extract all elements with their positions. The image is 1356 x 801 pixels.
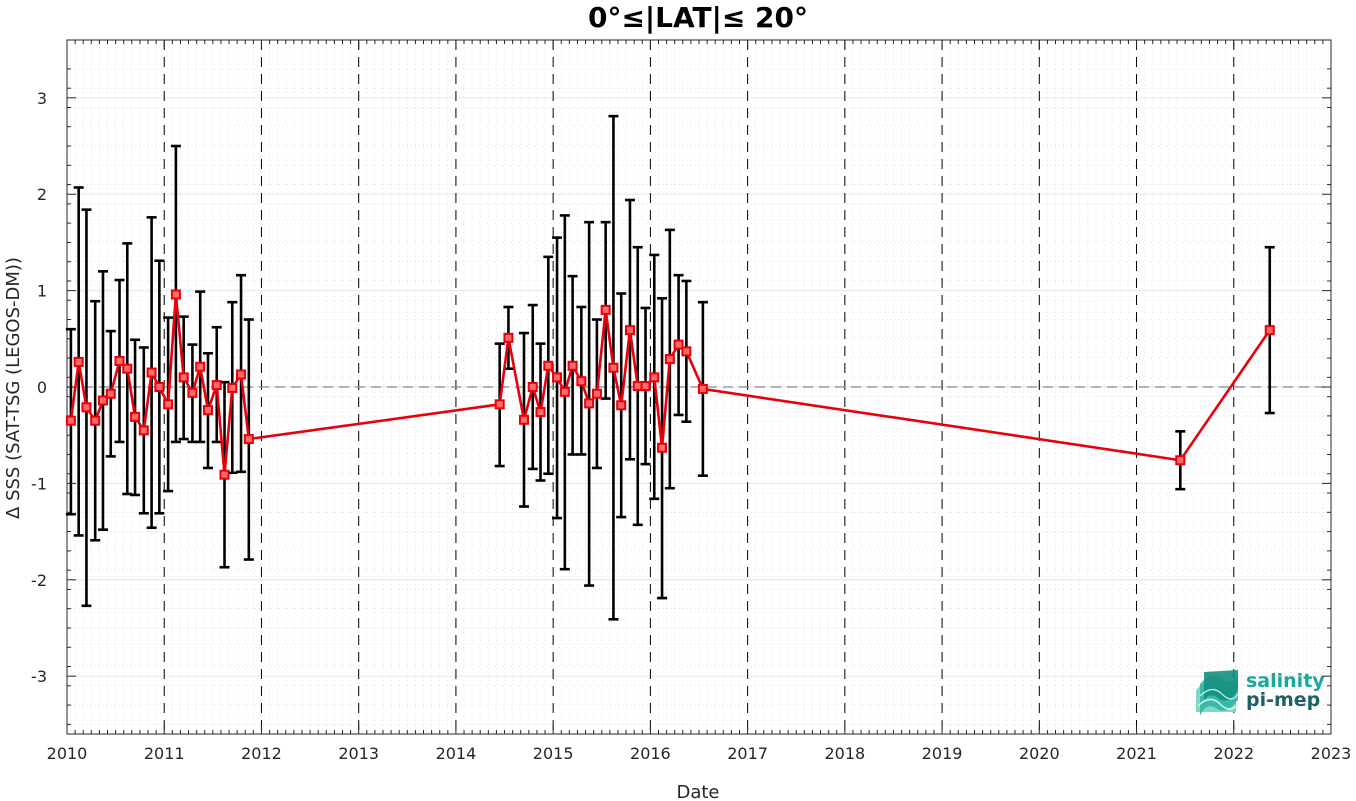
- y-tick-labels: -3 -2 -1 0 1 2 3: [31, 89, 47, 686]
- data-point-marker: [170, 289, 181, 300]
- x-tick-label: 2021: [1116, 744, 1157, 763]
- y-tick-label: -3: [31, 667, 47, 686]
- y-tick-label: -2: [31, 571, 47, 590]
- x-tick-label: 2017: [727, 744, 768, 763]
- data-point-marker: [211, 380, 222, 391]
- x-tick-label: 2010: [47, 744, 88, 763]
- y-tick-label: 1: [37, 282, 47, 301]
- minor-grid: [67, 40, 1331, 734]
- series-markers: [65, 289, 1275, 480]
- data-point-marker: [1175, 455, 1186, 466]
- x-tick-label: 2013: [338, 744, 379, 763]
- data-point-marker: [81, 402, 92, 413]
- data-point-marker: [664, 354, 675, 365]
- logo-text-pimep: pi-mep: [1246, 689, 1320, 711]
- y-axis-label: Δ SSS (SAT-TSG (LEGOS-DM)): [3, 257, 24, 519]
- data-point-marker: [97, 395, 108, 406]
- logo-text-salinity: salinity: [1246, 670, 1325, 692]
- data-point-marker: [202, 405, 213, 416]
- x-axis-label: Date: [676, 782, 719, 801]
- x-tick-label: 2022: [1213, 744, 1254, 763]
- x-tick-label: 2023: [1311, 744, 1352, 763]
- data-point-marker: [543, 360, 554, 371]
- data-point-marker: [535, 407, 546, 418]
- data-point-marker: [154, 382, 165, 392]
- data-point-marker: [567, 360, 578, 371]
- x-tick-labels: 2010 2011 2012 2013 2014 2015 2016 2017 2018 2019…: [47, 744, 1352, 763]
- salinity-pi-mep-logo: salinity pi-mep: [1196, 670, 1325, 716]
- data-point-marker: [114, 355, 125, 366]
- x-tick-label: 2015: [533, 744, 574, 763]
- data-point-marker: [640, 381, 651, 392]
- data-point-marker: [624, 325, 635, 336]
- data-point-marker: [105, 388, 116, 399]
- x-tick-label: 2016: [630, 744, 671, 763]
- data-point-marker: [649, 372, 660, 383]
- chart-title: 0°≤|LAT|≤ 20°: [588, 1, 808, 34]
- data-point-marker: [90, 415, 101, 426]
- data-point-marker: [65, 415, 76, 426]
- y-tick-label: 0: [37, 378, 47, 397]
- data-point-marker: [697, 383, 708, 394]
- data-point-marker: [591, 388, 602, 399]
- y-tick-label: 2: [37, 185, 47, 204]
- data-point-marker: [243, 434, 254, 445]
- data-point-marker: [122, 363, 133, 374]
- data-point-marker: [138, 425, 149, 436]
- data-point-marker: [584, 398, 595, 409]
- y-tick-label: 3: [37, 89, 47, 108]
- x-tick-label: 2020: [1019, 744, 1060, 763]
- data-point-marker: [1264, 325, 1275, 336]
- data-point-marker: [146, 367, 157, 378]
- data-point-marker: [236, 369, 247, 380]
- data-point-marker: [219, 469, 230, 480]
- x-tick-label: 2011: [144, 744, 185, 763]
- x-tick-label: 2012: [241, 744, 282, 763]
- data-point-marker: [130, 411, 141, 422]
- axis-ticks: [66, 40, 1332, 734]
- data-point-marker: [503, 332, 514, 343]
- data-point-marker: [681, 346, 692, 357]
- data-point-marker: [227, 382, 238, 393]
- x-tick-label: 2018: [824, 744, 865, 763]
- data-point-marker: [163, 399, 174, 410]
- data-point-marker: [608, 362, 619, 373]
- data-point-marker: [559, 386, 570, 397]
- data-point-marker: [616, 400, 627, 411]
- data-point-marker: [552, 372, 563, 383]
- data-point-marker: [600, 304, 611, 315]
- data-point-marker: [518, 414, 529, 425]
- data-point-marker: [195, 361, 206, 372]
- data-point-marker: [494, 399, 505, 410]
- x-tick-label: 2014: [436, 744, 477, 763]
- data-point-marker: [527, 382, 538, 392]
- data-point-marker: [178, 372, 189, 383]
- data-point-marker: [657, 442, 668, 453]
- data-point-marker: [73, 356, 84, 367]
- data-point-marker: [673, 339, 684, 350]
- data-point-marker: [576, 376, 587, 387]
- x-tick-label: 2019: [922, 744, 963, 763]
- data-point-marker: [187, 387, 198, 398]
- wave-icon: [1196, 670, 1239, 716]
- y-tick-label: -1: [31, 474, 47, 493]
